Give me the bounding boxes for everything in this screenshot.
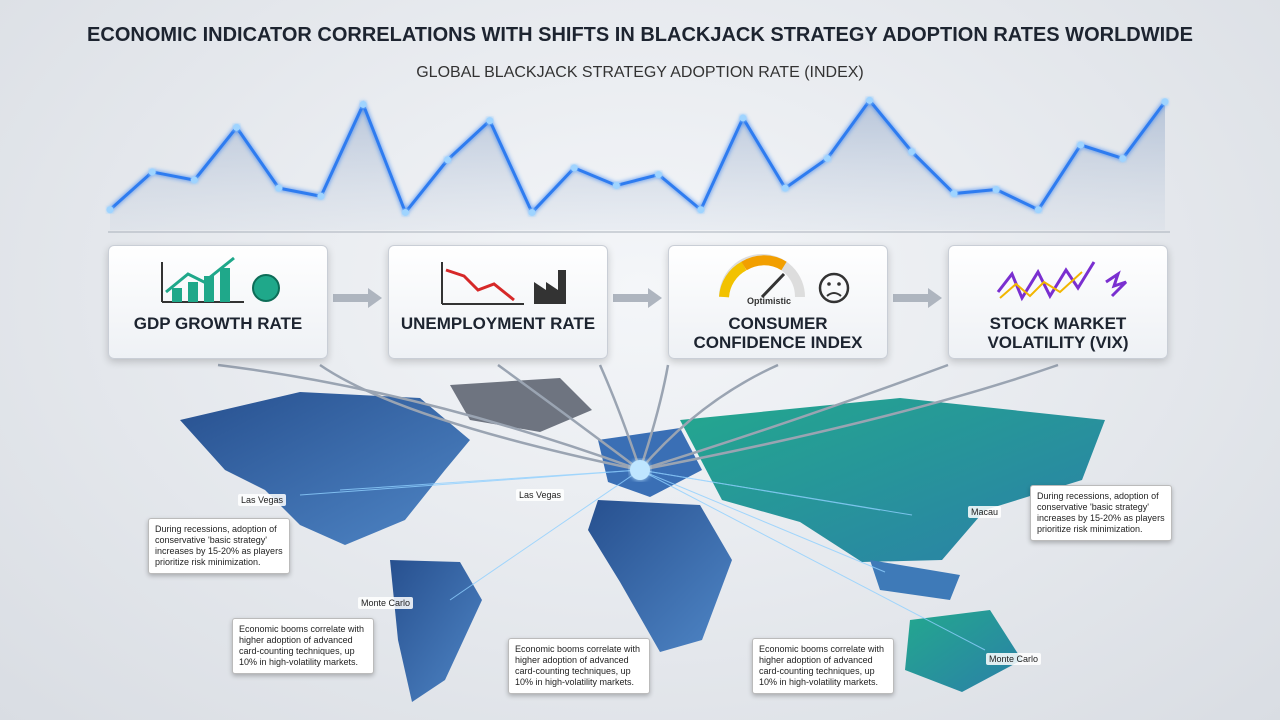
- point: [823, 154, 831, 162]
- point: [908, 148, 916, 156]
- chart-title: GLOBAL BLACKJACK STRATEGY ADOPTION RATE …: [416, 64, 864, 81]
- point: [739, 114, 747, 122]
- indicator-card: Optimistic CONSUMER CONFIDENCE INDEX: [668, 245, 888, 359]
- point: [148, 168, 156, 176]
- card-arrows: [333, 288, 942, 308]
- city-label: Macau: [968, 506, 1002, 518]
- point: [401, 208, 409, 216]
- point: [1161, 98, 1169, 106]
- point: [359, 100, 367, 108]
- indicator-card: STOCK MARKET VOLATILITY (VIX): [948, 245, 1168, 359]
- note-box: Economic booms correlate with higher ado…: [508, 638, 650, 694]
- point: [1077, 141, 1085, 149]
- city-label: Monte Carlo: [358, 597, 414, 609]
- point: [950, 190, 958, 198]
- indicator-label: UNEMPLOYMENT RATE: [400, 314, 596, 333]
- point: [106, 206, 114, 214]
- note-box: Economic booms correlate with higher ado…: [232, 618, 374, 674]
- indicator-label: GDP GROWTH RATE: [133, 314, 303, 333]
- connectors: [217, 363, 1059, 472]
- point: [190, 176, 198, 184]
- hub: [630, 460, 650, 480]
- point: [1034, 206, 1042, 214]
- flows: [299, 469, 986, 651]
- indicator-card: GDP GROWTH RATE: [108, 245, 328, 359]
- point: [486, 117, 494, 125]
- point: [781, 184, 789, 192]
- city-label: Las Vegas: [516, 489, 565, 501]
- line-area: [110, 100, 1165, 231]
- line: [108, 97, 1167, 216]
- gauge-label: Optimistic: [747, 296, 792, 306]
- point: [612, 181, 620, 189]
- point: [317, 192, 325, 200]
- point: [1119, 154, 1127, 162]
- indicator-icon: [161, 256, 280, 303]
- indicator-label: CONSUMER CONFIDENCE INDEX: [693, 314, 863, 352]
- point: [655, 171, 663, 179]
- indicator-icon: [719, 254, 850, 304]
- note-box: Economic booms correlate with higher ado…: [752, 638, 894, 694]
- point: [697, 206, 705, 214]
- point: [992, 186, 1000, 193]
- note-box: During recessions, adoption of conservat…: [148, 518, 290, 574]
- page-title: ECONOMIC INDICATOR CORRELATIONS WITH SHI…: [87, 24, 1193, 46]
- note-box: During recessions, adoption of conservat…: [1030, 485, 1172, 541]
- indicator-icon: [996, 261, 1128, 302]
- point: [570, 164, 578, 172]
- indicator-card: UNEMPLOYMENT RATE: [388, 245, 608, 359]
- city-label: Las Vegas: [238, 494, 287, 506]
- point: [528, 208, 536, 216]
- line-chart: [106, 96, 1169, 231]
- indicator-label: STOCK MARKET VOLATILITY (VIX): [987, 314, 1129, 352]
- point: [444, 156, 452, 164]
- indicator-icon: [441, 262, 566, 305]
- point: [866, 96, 874, 104]
- point: [275, 184, 283, 192]
- city-label: Monte Carlo: [986, 653, 1042, 665]
- point: [233, 123, 241, 131]
